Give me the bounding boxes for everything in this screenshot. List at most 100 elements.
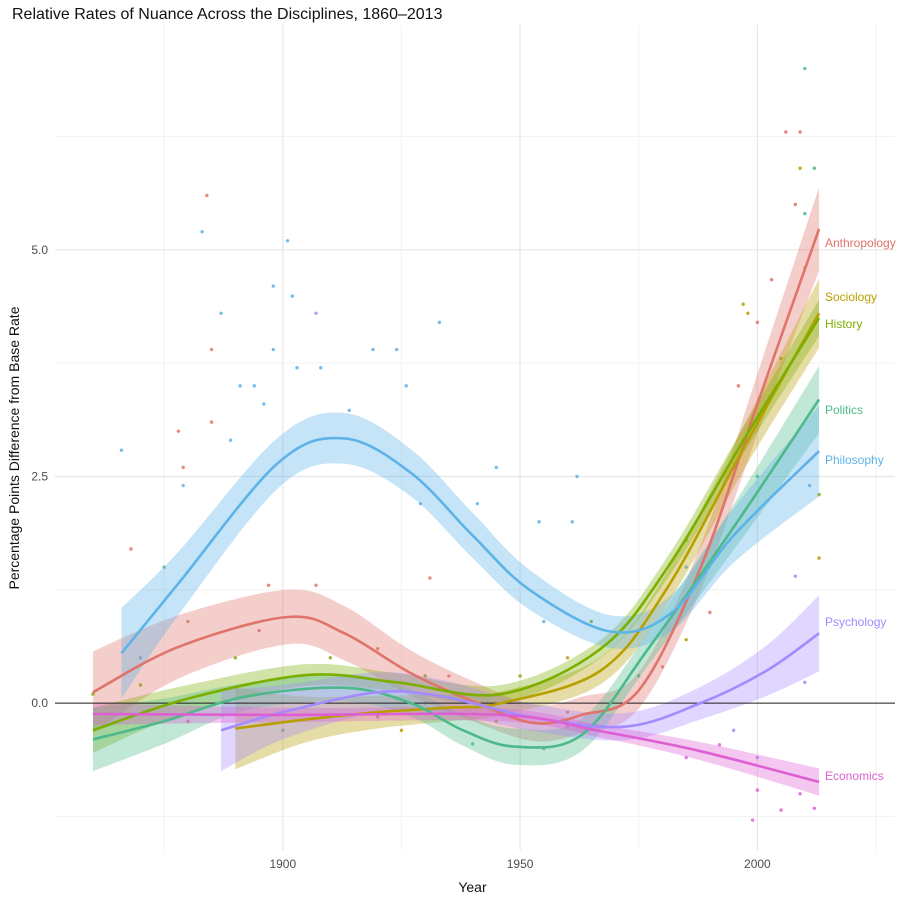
confidence-band-philosophy: [121, 405, 820, 699]
data-point: [200, 230, 204, 234]
data-point: [684, 755, 688, 760]
data-point: [755, 788, 760, 792]
data-point: [660, 665, 665, 669]
data-point: [281, 728, 285, 733]
data-point: [812, 166, 817, 170]
data-point: [565, 710, 570, 714]
trend-line-politics: [92, 398, 821, 749]
data-point: [779, 356, 783, 361]
data-point: [209, 420, 214, 424]
x-tick-label: 1900: [269, 857, 296, 871]
data-point: [575, 474, 579, 479]
data-point: [423, 674, 427, 678]
data-point: [793, 574, 798, 578]
data-point: [394, 347, 399, 352]
data-point: [428, 576, 432, 580]
trend-line-economics: [92, 712, 820, 784]
data-point: [437, 320, 442, 325]
data-point: [779, 808, 783, 812]
data-point: [418, 501, 423, 506]
data-point: [708, 610, 712, 615]
data-point: [376, 715, 380, 719]
x-tick-label: 1950: [507, 857, 534, 871]
data-point: [181, 483, 185, 488]
x-axis-label: Year: [458, 879, 487, 895]
data-point: [565, 656, 570, 660]
series-label: Economics: [825, 769, 884, 783]
data-point: [755, 755, 760, 760]
data-point: [252, 384, 257, 388]
data-point: [399, 728, 404, 733]
data-point: [228, 438, 233, 442]
confidence-band-psychology: [221, 595, 820, 772]
data-point: [798, 130, 802, 134]
trend-line-philosophy: [120, 436, 820, 655]
data-point: [271, 284, 276, 288]
data-point: [784, 130, 788, 134]
y-tick-label: 0.0: [31, 696, 48, 710]
data-point: [769, 278, 774, 282]
data-point: [803, 680, 807, 684]
data-point: [542, 619, 546, 624]
series-label: Philosophy: [825, 453, 884, 467]
data-point: [741, 302, 745, 306]
data-point: [798, 792, 802, 796]
data-point: [209, 347, 214, 352]
x-tick-label: 2000: [744, 857, 771, 871]
data-point: [807, 483, 812, 488]
data-point: [589, 619, 593, 624]
confidence-band-history: [92, 299, 820, 753]
confidence-band-politics: [92, 365, 820, 772]
data-point: [537, 520, 541, 524]
data-point: [518, 674, 522, 678]
data-point: [470, 742, 475, 746]
data-point: [219, 311, 223, 315]
data-point: [803, 211, 807, 216]
data-point: [162, 565, 166, 569]
data-point: [129, 547, 133, 551]
data-point: [404, 384, 408, 388]
data-point: [186, 719, 190, 723]
data-point: [494, 719, 499, 723]
data-point: [376, 647, 380, 651]
series-label: Politics: [825, 403, 863, 417]
scatter-points: [91, 66, 821, 822]
data-point: [176, 429, 181, 433]
data-point: [186, 619, 190, 624]
data-point: [266, 583, 271, 587]
data-point: [138, 683, 143, 687]
data-point: [637, 674, 641, 678]
data-point: [793, 202, 798, 207]
data-point: [119, 448, 124, 452]
data-point: [371, 347, 375, 352]
confidence-band-economics: [92, 703, 820, 796]
data-point: [328, 656, 332, 660]
trend-line-anthropology: [92, 228, 821, 725]
data-point: [817, 492, 821, 497]
series-label: Anthropology: [825, 236, 896, 250]
data-point: [262, 402, 266, 406]
data-point: [295, 365, 299, 370]
data-point: [684, 565, 688, 569]
data-point: [736, 384, 741, 388]
data-point: [447, 674, 451, 678]
data-point: [238, 384, 242, 388]
data-point: [812, 806, 817, 810]
data-point: [746, 311, 750, 315]
data-point: [138, 656, 143, 660]
data-point: [755, 474, 760, 479]
data-point: [803, 66, 807, 71]
trend-line-history: [92, 317, 821, 732]
data-point: [205, 193, 209, 198]
data-point: [314, 583, 318, 587]
data-point: [271, 347, 276, 352]
y-tick-label: 5.0: [31, 243, 48, 257]
data-point: [798, 166, 802, 170]
chart-title: Relative Rates of Nuance Across the Disc…: [12, 6, 443, 23]
data-point: [755, 320, 760, 325]
data-point: [319, 365, 323, 370]
data-point: [257, 628, 261, 633]
series-label: Sociology: [825, 290, 877, 304]
data-point: [817, 556, 821, 560]
